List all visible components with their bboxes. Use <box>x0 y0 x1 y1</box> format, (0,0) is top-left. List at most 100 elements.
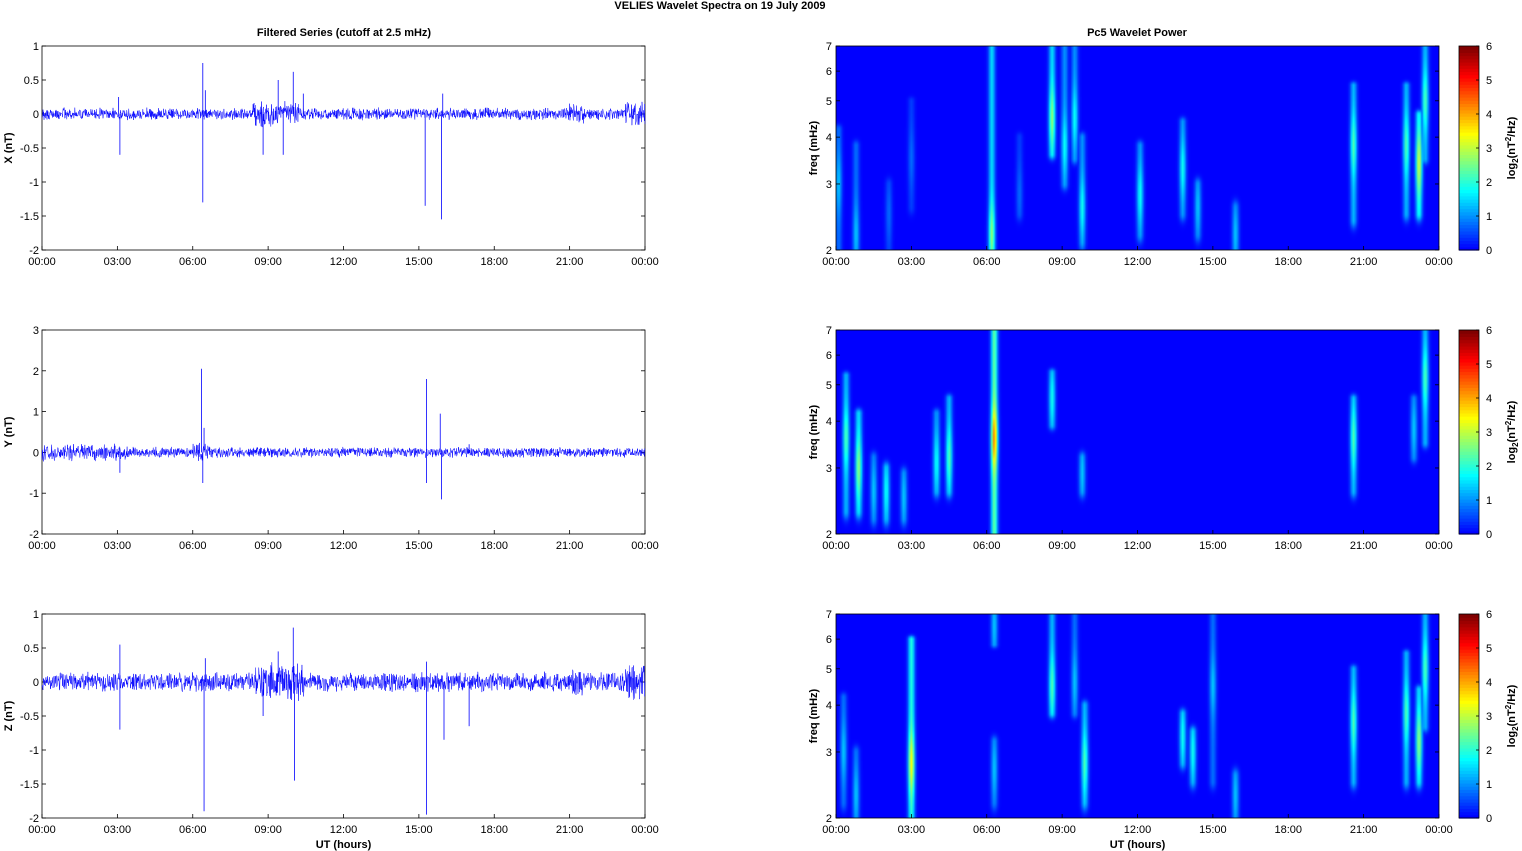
colorbar-step <box>1459 202 1479 206</box>
colorbar-step <box>1459 208 1479 213</box>
colorbar-step <box>1459 371 1479 376</box>
colorbar-step <box>1459 349 1479 353</box>
colorbar-step <box>1459 467 1479 471</box>
colorbar-step <box>1459 74 1479 79</box>
colorbar-step <box>1459 119 1479 124</box>
x-tick-label: 06:00 <box>179 256 207 268</box>
colorbar-step <box>1459 645 1479 650</box>
x-tick-label: 12:00 <box>330 256 358 268</box>
colorbar-step <box>1459 409 1479 414</box>
signal-line <box>41 662 646 701</box>
colorbar-step <box>1459 725 1479 730</box>
x-tick-label: 03:00 <box>898 256 926 268</box>
y-tick-label: 5 <box>826 664 832 676</box>
colorbar-step <box>1459 65 1479 69</box>
colorbar-step <box>1459 620 1479 625</box>
y-tick-label: 5 <box>826 380 832 392</box>
colorbar-step <box>1459 614 1479 618</box>
y-tick-label: 4 <box>826 416 832 428</box>
colorbar-step <box>1459 767 1479 771</box>
colorbar-label: log2(nT2/Hz) <box>1504 116 1520 179</box>
colorbar-step <box>1459 795 1479 800</box>
colorbar-step <box>1459 381 1479 385</box>
colorbar-step <box>1459 336 1479 341</box>
colorbar-step <box>1459 384 1479 388</box>
x-tick-label: 15:00 <box>405 540 433 552</box>
colorbar-step <box>1459 680 1479 685</box>
plot-area <box>41 45 646 251</box>
colorbar-step <box>1459 447 1479 452</box>
colorbar-step <box>1459 333 1479 337</box>
x-tick-label: 12:00 <box>1124 824 1152 836</box>
colorbar-step <box>1459 387 1479 392</box>
colorbar-step <box>1459 106 1479 111</box>
colorbar-step <box>1459 492 1479 497</box>
y-tick-label: -1 <box>29 488 39 500</box>
y-tick-label: 4 <box>826 132 832 144</box>
colorbar-step <box>1459 61 1479 66</box>
x-tick-label: 12:00 <box>330 540 358 552</box>
colorbar-step <box>1459 814 1479 819</box>
colorbar-step <box>1459 738 1479 743</box>
colorbar-step <box>1459 218 1479 222</box>
colorbar-tick-label: 2 <box>1486 177 1492 189</box>
colorbar-step <box>1459 770 1479 774</box>
colorbar-step <box>1459 652 1479 657</box>
wavelet-power-title: Pc5 Wavelet Power <box>1087 27 1188 39</box>
colorbar-step <box>1459 330 1479 334</box>
colorbar-step <box>1459 687 1479 692</box>
colorbar-tick-label: 3 <box>1486 427 1492 439</box>
y-tick-label: 2 <box>33 366 39 378</box>
x-tick-label: 18:00 <box>1274 540 1302 552</box>
colorbar-step <box>1459 779 1479 784</box>
y-tick-label: 1 <box>33 407 39 419</box>
colorbar-step <box>1459 167 1479 171</box>
colorbar-step <box>1459 214 1479 219</box>
colorbar-step <box>1459 489 1479 494</box>
x-tick-label: 06:00 <box>179 540 207 552</box>
y-tick-label: 5 <box>826 96 832 108</box>
colorbar-step <box>1459 393 1479 398</box>
x-tick-label: 18:00 <box>480 824 508 836</box>
colorbar-tick-label: 4 <box>1486 109 1492 121</box>
y-tick-label: -1.5 <box>20 211 39 223</box>
x-tick-label: 00:00 <box>631 540 659 552</box>
colorbar-step <box>1459 352 1479 357</box>
y-tick-label: 7 <box>826 609 832 621</box>
colorbar-step <box>1459 527 1479 532</box>
colorbar-step <box>1459 668 1479 672</box>
colorbar-step <box>1459 479 1479 484</box>
x-tick-label: 15:00 <box>1199 824 1227 836</box>
colorbar-step <box>1459 706 1479 711</box>
colorbar-step <box>1459 189 1479 194</box>
colorbar-step <box>1459 684 1479 688</box>
colorbar-step <box>1459 476 1479 481</box>
colorbar-step <box>1459 132 1479 136</box>
colorbar-step <box>1459 719 1479 723</box>
y-axis-label: freq (mHz) <box>808 688 820 743</box>
colorbar-step <box>1459 518 1479 522</box>
colorbar-step <box>1459 735 1479 739</box>
colorbar-step <box>1459 100 1479 104</box>
colorbar-step <box>1459 237 1479 242</box>
colorbar-step <box>1459 199 1479 203</box>
colorbar-tick-label: 6 <box>1486 41 1492 53</box>
colorbar-step <box>1459 243 1479 248</box>
x-tick-label: 21:00 <box>1350 256 1378 268</box>
colorbar-step <box>1459 671 1479 676</box>
x-tick-label: 00:00 <box>822 824 850 836</box>
y-tick-label: 3 <box>33 325 39 337</box>
colorbar-step <box>1459 798 1479 803</box>
colorbar-step <box>1459 374 1479 379</box>
figure-suptitle: VELIES Wavelet Spectra on 19 July 2009 <box>614 0 825 12</box>
power-raster <box>836 46 1439 250</box>
x-tick-label: 21:00 <box>556 540 584 552</box>
colorbar-step <box>1459 84 1479 89</box>
colorbar-step <box>1459 502 1479 506</box>
colorbar-step <box>1459 183 1479 187</box>
colorbar-step <box>1459 246 1479 251</box>
colorbar-step <box>1459 722 1479 727</box>
x-tick-label: 06:00 <box>973 540 1001 552</box>
colorbar-step <box>1459 495 1479 500</box>
